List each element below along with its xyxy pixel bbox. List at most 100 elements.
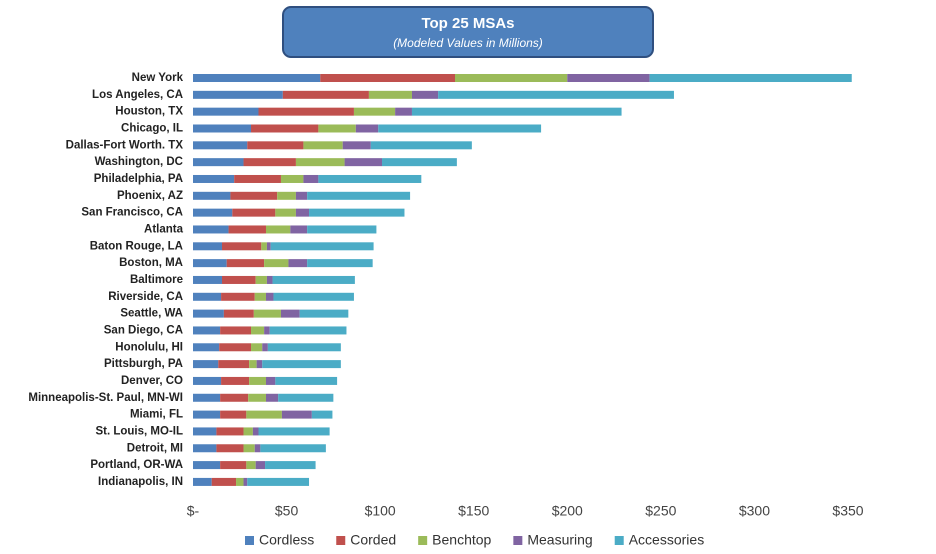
bar-segment [193, 444, 217, 453]
bar-segment [281, 410, 312, 419]
bar-segment [368, 90, 412, 99]
bar-segment [230, 191, 278, 200]
bar-segment [275, 376, 338, 385]
bar-segment [219, 343, 252, 352]
bar-segment [309, 208, 405, 217]
bar-segment [378, 124, 542, 133]
category-label: Portland, OR-WA [90, 459, 183, 471]
bar-segment [193, 326, 221, 335]
x-tick-label: $200 [552, 503, 583, 519]
bar-segment [278, 393, 334, 402]
category-label: Dallas-Fort Worth. TX [66, 139, 184, 151]
bar-segment [193, 461, 221, 470]
legend-label: Cordless [259, 532, 314, 548]
bar-segment [342, 141, 371, 150]
bar-segment [193, 158, 244, 167]
x-tick-label: $350 [832, 503, 863, 519]
bar-segment [220, 393, 249, 402]
bar-segment [218, 360, 250, 369]
category-label: Chicago, IL [121, 123, 183, 135]
bar-segment [253, 309, 281, 318]
bar-segment [220, 461, 247, 470]
bar-segment [307, 225, 377, 234]
bar-segment [193, 74, 321, 82]
category-label: San Francisco, CA [81, 207, 183, 219]
bar-segment [251, 124, 319, 133]
bar-segment [255, 461, 266, 470]
bar-segment [193, 90, 283, 99]
chart-subtitle: (Modeled Values in Millions) [393, 36, 543, 50]
bar-segment [269, 326, 347, 335]
legend-swatch [336, 536, 346, 545]
bar-segment [299, 309, 349, 318]
bar-segment [303, 141, 343, 150]
bar-segment [243, 444, 255, 453]
bar-segment [222, 275, 256, 284]
bar-segment [254, 292, 266, 301]
bar-segment [221, 292, 255, 301]
bar-segment [307, 259, 373, 268]
bar-segment [193, 124, 252, 133]
bar-segment [243, 158, 296, 167]
bar-segment [320, 74, 455, 82]
bar-segment [280, 309, 300, 318]
bar-segment [649, 74, 852, 82]
bar-segment [243, 427, 253, 436]
bar-segment [265, 225, 291, 234]
x-tick-label: $- [187, 503, 200, 519]
bar-segment [216, 444, 244, 453]
bar-segment [234, 174, 281, 183]
category-label: Atlanta [144, 224, 184, 236]
bar-segment [243, 477, 248, 486]
bar-segment [216, 427, 244, 436]
bar-segment [193, 208, 233, 217]
bar-segment [295, 158, 345, 167]
x-tick-label: $150 [458, 503, 489, 519]
bar-segment [295, 208, 310, 217]
legend-swatch [513, 536, 523, 545]
bar-segment [266, 242, 271, 251]
bar-segment [236, 477, 244, 486]
bar-segment [193, 360, 219, 369]
bar-segment [248, 393, 266, 402]
bar-segment [251, 343, 263, 352]
bar-segment [247, 477, 310, 486]
bar-segment [382, 158, 457, 167]
legend-label: Benchtop [432, 532, 491, 548]
bar-segment [270, 242, 374, 251]
category-label: Philadelphia, PA [94, 173, 183, 185]
bar-segment [261, 242, 267, 251]
bar-segment [265, 393, 279, 402]
bar-segment [311, 410, 333, 419]
bar-segment [318, 174, 422, 183]
bar-segment [411, 107, 622, 116]
bar-segment [246, 461, 256, 470]
x-tick-label: $100 [365, 503, 396, 519]
category-label: Riverside, CA [108, 291, 183, 303]
bar-segment [251, 326, 265, 335]
bar-segment [193, 259, 227, 268]
category-label: Minneapolis-St. Paul, MN-WI [28, 392, 183, 404]
bar-segment [193, 141, 248, 150]
category-label: Houston, TX [115, 106, 183, 118]
bar-segment [193, 477, 212, 486]
bar-segment [193, 410, 221, 419]
category-label: Baton Rouge, LA [90, 240, 183, 252]
bar-segment [193, 174, 235, 183]
bar-segment [438, 90, 674, 99]
category-label: Seattle, WA [120, 308, 183, 320]
x-tick-label: $50 [275, 503, 299, 519]
bar-segment [264, 259, 289, 268]
bar-segment [318, 124, 356, 133]
bar-segment [193, 242, 223, 251]
bar-segment [220, 410, 247, 419]
bar-segment [223, 309, 254, 318]
category-label: Miami, FL [130, 409, 183, 421]
bar-segment [226, 259, 265, 268]
bar-segment [193, 427, 217, 436]
bar-segment [353, 107, 396, 116]
bar-segment [193, 376, 222, 385]
bar-segment [262, 360, 341, 369]
bar-segment [193, 292, 222, 301]
